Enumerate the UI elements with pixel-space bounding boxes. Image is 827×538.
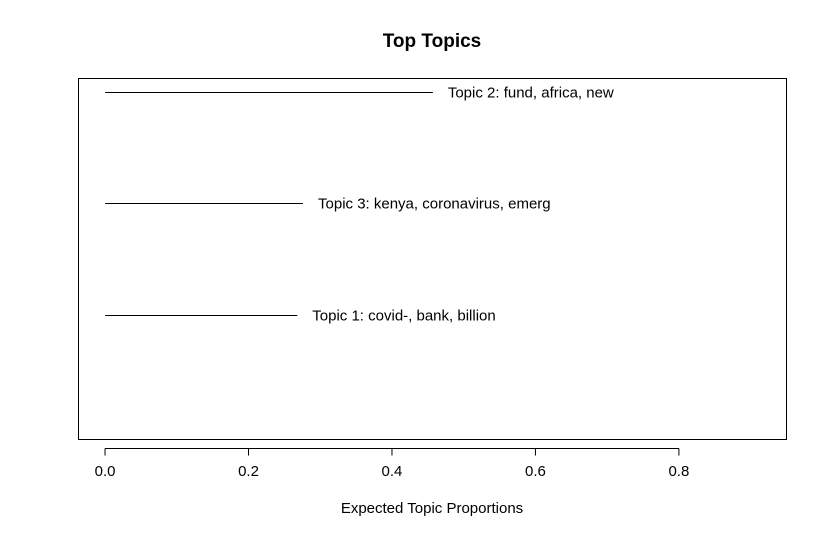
x-axis-title: Expected Topic Proportions	[341, 500, 523, 517]
topic-bars: Topic 2: fund, africa, new Topic 3: kenya…	[105, 85, 614, 325]
x-tick-label: 0.2	[238, 463, 259, 480]
x-tick-label: 0.6	[525, 463, 546, 480]
x-axis: 0.0 0.2 0.4 0.6 0.8	[95, 448, 689, 480]
topic-label: Topic 2: fund, africa, new	[448, 85, 614, 102]
plot-frame	[78, 78, 787, 440]
topic-label: Topic 1: covid-, bank, billion	[312, 308, 495, 325]
x-tick-label: 0.8	[668, 463, 689, 480]
x-tick-label: 0.4	[382, 463, 403, 480]
topic-label: Topic 3: kenya, coronavirus, emerg	[318, 196, 551, 213]
x-tick-label: 0.0	[95, 463, 116, 480]
chart-title: Top Topics	[383, 31, 482, 52]
